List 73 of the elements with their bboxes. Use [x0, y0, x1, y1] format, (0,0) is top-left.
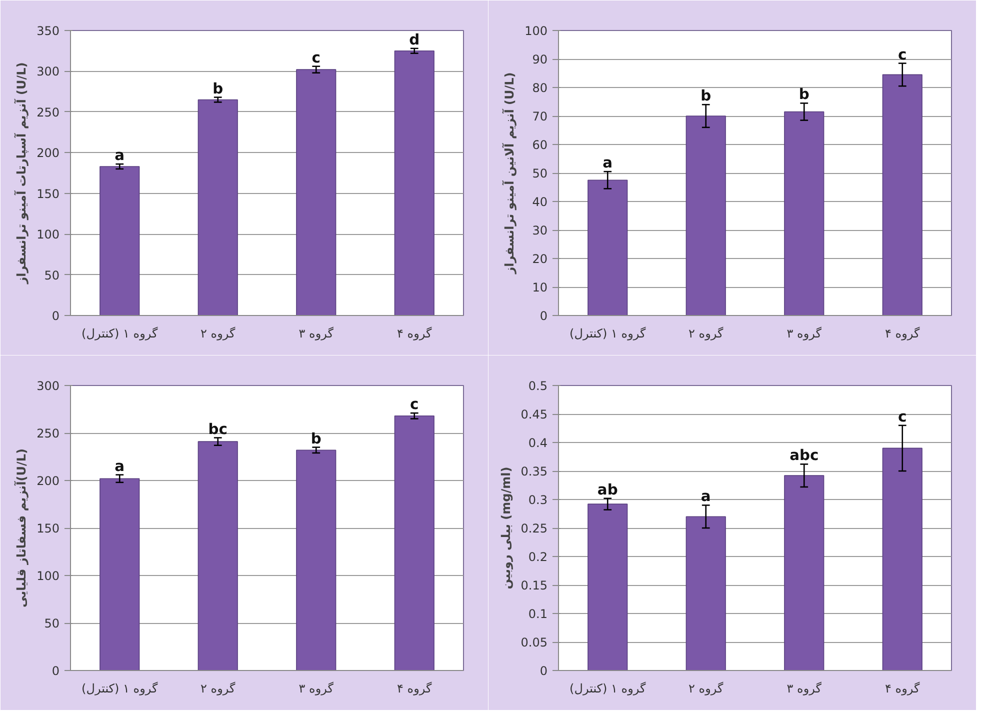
y-tick-label: 70	[532, 110, 548, 124]
y-tick-label: 0	[540, 664, 548, 678]
x-tick-label: گروه ۴	[885, 326, 920, 340]
annotation: abc	[790, 447, 819, 464]
y-tick-label: 0	[540, 309, 548, 323]
y-tick-label: 0.25	[520, 522, 548, 536]
y-axis-title: آنزیم آلانین آمینو ترانسفراز (U/L)	[502, 72, 517, 275]
y-tick-label: 0.2	[528, 550, 548, 564]
y-tick-label: 0	[52, 664, 60, 678]
annotation: d	[409, 31, 420, 48]
x-tick-label: گروه ۲	[688, 682, 724, 696]
y-tick-label: 90	[532, 52, 548, 66]
y-tick-label: 30	[532, 224, 548, 238]
x-tick-label: گروه ۳	[298, 682, 334, 696]
annotation: a	[114, 147, 125, 164]
y-tick-label: 0.4	[528, 436, 548, 450]
y-tick-label: 300	[36, 379, 60, 393]
y-tick-label: 100	[524, 24, 548, 38]
y-tick-label: 150	[36, 522, 60, 536]
x-tick-label: گروه ۳	[786, 682, 822, 696]
annotation: b	[212, 80, 224, 98]
y-tick-label: 250	[36, 105, 60, 120]
y-tick-label: 200	[36, 474, 60, 488]
y-axis-title: آنزیم آسپارتات آمینو ترانسفراز (U/L)	[14, 62, 29, 285]
annotation: c	[410, 396, 419, 414]
y-tick-label: 10	[532, 280, 548, 294]
y-tick-label: 0.35	[520, 464, 548, 478]
y-tick-label: 100	[36, 228, 60, 242]
y-axis-title: بیلی روبین (mg/ml)	[498, 466, 513, 590]
annotation: c	[898, 408, 907, 426]
y-tick-label: 60	[532, 138, 548, 152]
y-tick-label: 0	[52, 309, 60, 323]
annotation: b	[798, 86, 810, 104]
x-tick-label: گروه ۲	[200, 326, 236, 340]
annotation: bc	[208, 420, 228, 438]
x-tick-label: گروه ۱ (کنترل)	[570, 682, 646, 696]
y-tick-label: 50	[44, 268, 60, 282]
x-tick-label: گروه ۳	[298, 326, 334, 340]
y-tick-label: 0.05	[520, 636, 548, 650]
y-tick-label: 150	[36, 186, 60, 201]
y-tick-label: 200	[36, 146, 60, 160]
x-tick-label: گروه ۱ (کنترل)	[82, 682, 158, 696]
annotation: c	[312, 49, 320, 66]
annotation: b	[700, 88, 712, 105]
y-tick-label: 50	[44, 616, 60, 630]
y-tick-label: 0.1	[528, 607, 548, 621]
annotation: c	[898, 46, 907, 64]
x-tick-label: گروه ۴	[397, 682, 432, 696]
annotation: a	[602, 154, 613, 172]
y-tick-label: 20	[532, 252, 548, 266]
y-tick-label: 80	[532, 81, 548, 95]
x-tick-label: گروه ۱ (کنترل)	[82, 326, 158, 340]
x-tick-label: گروه ۲	[200, 682, 236, 696]
y-tick-label: 0.45	[520, 408, 548, 422]
y-tick-label: 350	[36, 24, 60, 38]
y-tick-label: 250	[36, 426, 60, 440]
x-tick-label: گروه ۱ (کنترل)	[570, 326, 646, 340]
annotation: b	[310, 430, 322, 448]
y-tick-label: 0.3	[528, 493, 548, 507]
y-tick-label: 100	[36, 569, 60, 583]
y-axis-title: آنزیم فسفاتاز قلیایی(U/L)	[14, 448, 29, 608]
x-tick-label: گروه ۲	[688, 326, 724, 340]
annotation: a	[700, 488, 711, 506]
y-tick-label: 50	[532, 166, 548, 180]
x-tick-label: گروه ۴	[397, 326, 432, 340]
x-tick-label: گروه ۴	[885, 682, 920, 696]
annotation: a	[114, 458, 125, 475]
y-tick-label: 40	[532, 195, 548, 209]
y-tick-label: 300	[36, 64, 60, 79]
annotation: ab	[597, 481, 618, 498]
y-tick-label: 0.15	[520, 578, 548, 592]
x-tick-label: گروه ۳	[786, 326, 822, 340]
y-tick-label: 0.5	[528, 379, 548, 393]
